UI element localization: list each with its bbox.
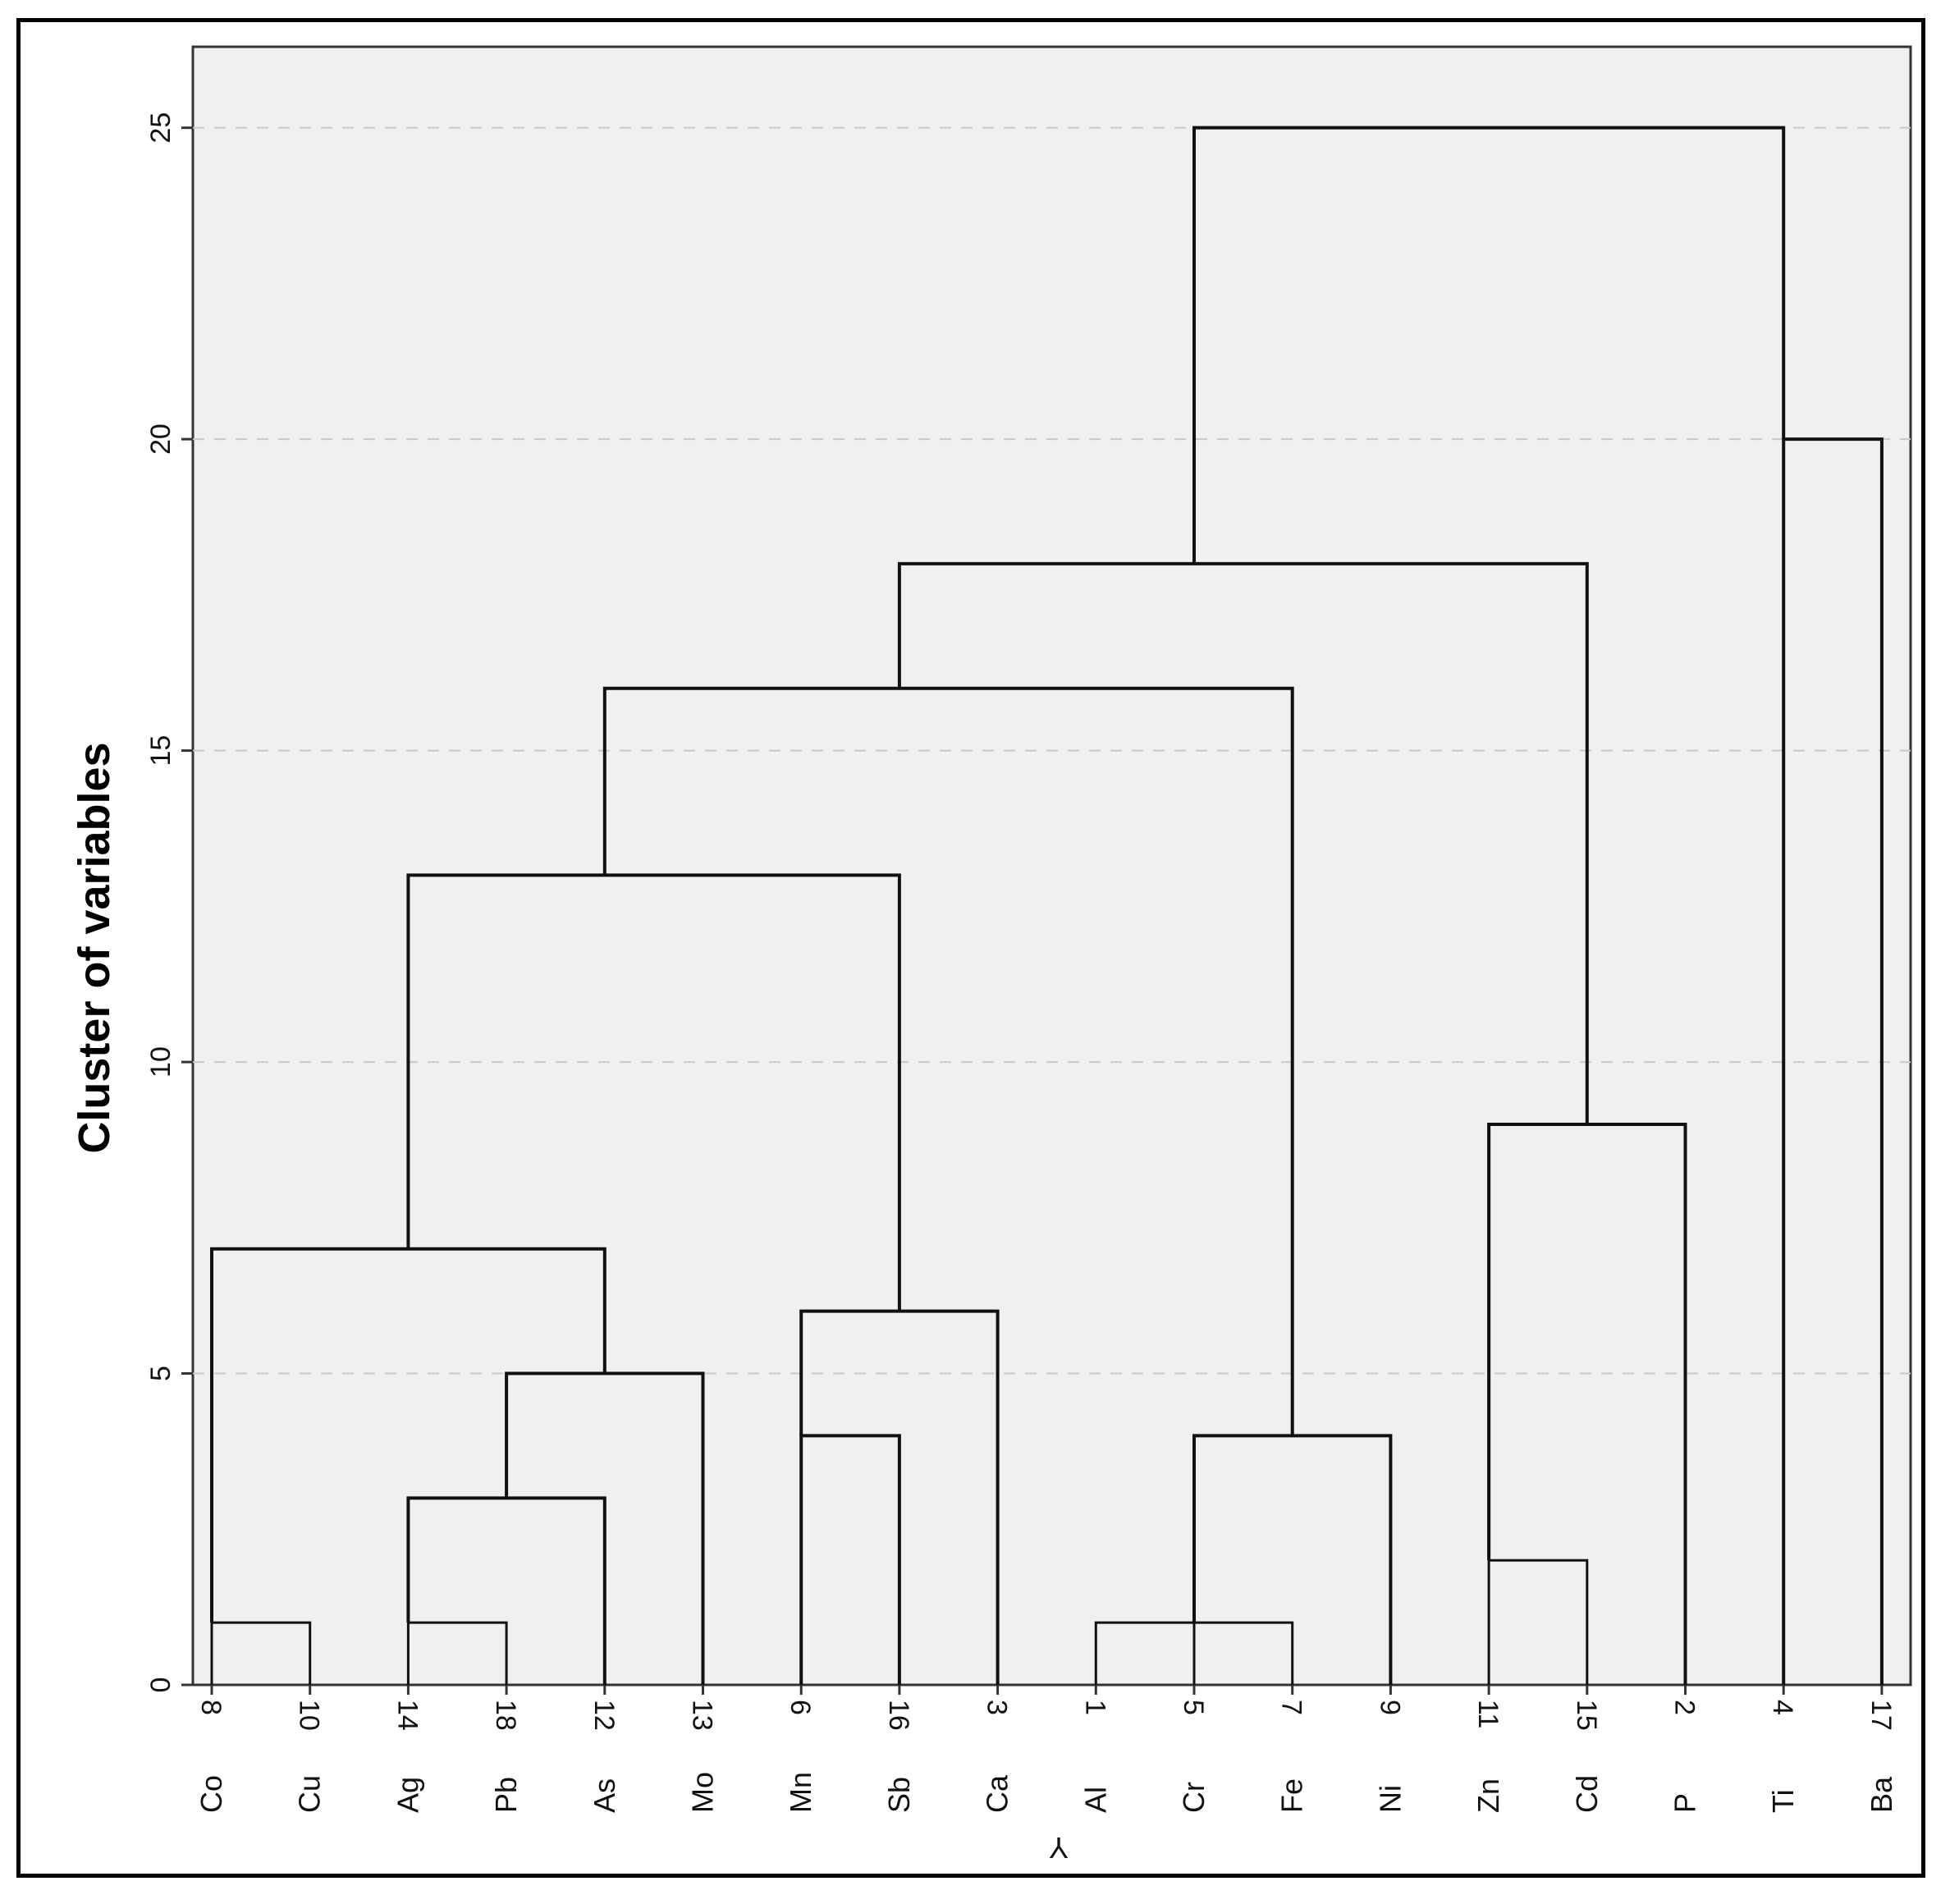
leaf-number: 18 bbox=[490, 1700, 521, 1731]
y-tick-label: 20 bbox=[145, 423, 176, 455]
leaf-number: 4 bbox=[1767, 1700, 1798, 1715]
dendrogram-link bbox=[799, 1434, 901, 1685]
leaf-name: Mn bbox=[784, 1772, 817, 1813]
leaf-number: 2 bbox=[1669, 1700, 1701, 1715]
leaf-name: Cd bbox=[1570, 1775, 1604, 1813]
y-axis-ticks: 0 5 10 15 20 25 bbox=[145, 112, 193, 1693]
leaf-name: Pb bbox=[489, 1777, 523, 1813]
leaf-name: Zn bbox=[1472, 1778, 1505, 1813]
leaf-name: P bbox=[1668, 1793, 1702, 1813]
leaf-number: 13 bbox=[687, 1700, 718, 1731]
dendrogram-link bbox=[210, 1247, 607, 1623]
dendrogram-link bbox=[1487, 1558, 1589, 1685]
leaf-number: 12 bbox=[588, 1700, 620, 1731]
leaf-name: Fe bbox=[1275, 1778, 1309, 1813]
leaf-name: Co bbox=[195, 1775, 228, 1813]
dendrogram-link bbox=[1192, 1434, 1393, 1685]
leaf-name: Ni bbox=[1373, 1785, 1407, 1813]
grid-lines bbox=[193, 126, 1911, 1375]
leaf-number: 10 bbox=[294, 1700, 325, 1731]
leaf-name: Cu bbox=[293, 1775, 327, 1813]
plot-area bbox=[191, 45, 1912, 1687]
leaf-number: 9 bbox=[1374, 1700, 1405, 1715]
leaf-name: Ag bbox=[391, 1777, 424, 1813]
dendrogram-link bbox=[1782, 437, 1884, 1685]
y-tick-label: 10 bbox=[145, 1046, 176, 1078]
dendrogram-link bbox=[799, 1309, 1000, 1685]
leaf-name: Ba bbox=[1865, 1776, 1898, 1813]
leaf-number: 17 bbox=[1865, 1700, 1897, 1731]
y-tick-label: 25 bbox=[145, 112, 176, 144]
leaf-number: 7 bbox=[1276, 1700, 1307, 1715]
x-axis-label: Y bbox=[1049, 1831, 1069, 1865]
leaf-number: 16 bbox=[883, 1700, 914, 1731]
leaf-number: 8 bbox=[195, 1700, 227, 1715]
y-axis-label: Cluster of variables bbox=[70, 742, 119, 1153]
dendrogram-link bbox=[406, 1621, 508, 1685]
dendrogram-link bbox=[1192, 126, 1786, 564]
leaf-number: 15 bbox=[1571, 1700, 1602, 1731]
leaf-name: As bbox=[588, 1778, 621, 1813]
figure-frame: 0 5 10 15 20 25 8 Co 10 Cu 14 Ag 18 Pb 12 As 13 Mo 6 Mn 16 S… bbox=[16, 18, 1925, 1878]
dendrogram-link bbox=[1487, 1122, 1687, 1685]
dendrogram-link bbox=[1192, 1621, 1294, 1685]
leaf-number: 14 bbox=[391, 1700, 423, 1731]
leaf-name: Mo bbox=[686, 1772, 720, 1813]
leaf-name: Al bbox=[1078, 1787, 1112, 1813]
leaf-number: 1 bbox=[1079, 1700, 1110, 1715]
leaf-name: Sb bbox=[882, 1777, 916, 1813]
dendrogram-link bbox=[897, 561, 1589, 1124]
leaf-number: 3 bbox=[982, 1700, 1013, 1715]
dendrogram-links bbox=[210, 126, 1884, 1685]
leaf-name: Ca bbox=[981, 1774, 1014, 1813]
leaf-name: Ti bbox=[1766, 1789, 1800, 1813]
dendrogram-link bbox=[406, 873, 901, 1311]
dendrogram-link bbox=[406, 1496, 607, 1685]
leaf-number: 11 bbox=[1472, 1700, 1504, 1728]
dendrogram-link bbox=[602, 686, 1294, 1436]
leaf-number: 5 bbox=[1178, 1700, 1209, 1715]
y-tick-label: 15 bbox=[145, 735, 176, 767]
y-tick-label: 0 bbox=[145, 1677, 176, 1693]
y-tick-label: 5 bbox=[145, 1366, 176, 1381]
dendrogram-link bbox=[210, 1621, 312, 1685]
leaf-labels: 8 Co 10 Cu 14 Ag 18 Pb 12 As 13 Mo 6 Mn 16 Sb 3 Ca 1 Al 5 Cr 7… bbox=[195, 1685, 1898, 1813]
leaf-number: 6 bbox=[785, 1700, 816, 1715]
leaf-name: Cr bbox=[1177, 1782, 1211, 1813]
